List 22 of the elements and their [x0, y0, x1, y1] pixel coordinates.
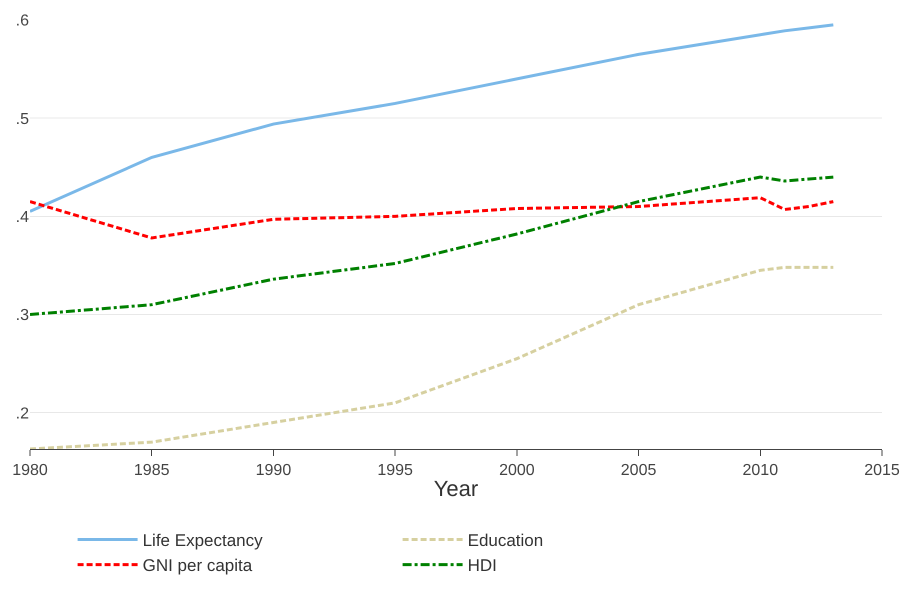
x-tick-label: 2010 — [742, 462, 778, 480]
x-tick-label: 2000 — [499, 462, 535, 480]
y-tick-label: .5 — [16, 110, 30, 128]
line-series — [30, 266, 835, 449]
x-tick-label: 2015 — [864, 462, 900, 480]
x-tick-label: 1995 — [377, 462, 414, 480]
legend-label: Education — [468, 531, 544, 550]
legend-label: Life Expectancy — [142, 531, 264, 550]
legend-label: HDI — [468, 556, 497, 576]
x-tick-label: 1990 — [256, 462, 292, 480]
y-tick-label: .2 — [16, 405, 30, 422]
y-tick-label: .6 — [16, 12, 30, 30]
x-axis-title: Year — [434, 476, 478, 502]
y-tick-label: .3 — [16, 307, 30, 324]
line-series — [30, 176, 835, 316]
x-tick-label: 1985 — [134, 462, 170, 480]
y-tick-label: .4 — [16, 208, 30, 226]
x-tick-label: 2005 — [620, 462, 656, 480]
line-series — [30, 23, 835, 213]
legend-label: GNI per capita — [142, 556, 253, 576]
line-series — [30, 196, 835, 240]
x-tick-label: 1980 — [12, 462, 48, 480]
